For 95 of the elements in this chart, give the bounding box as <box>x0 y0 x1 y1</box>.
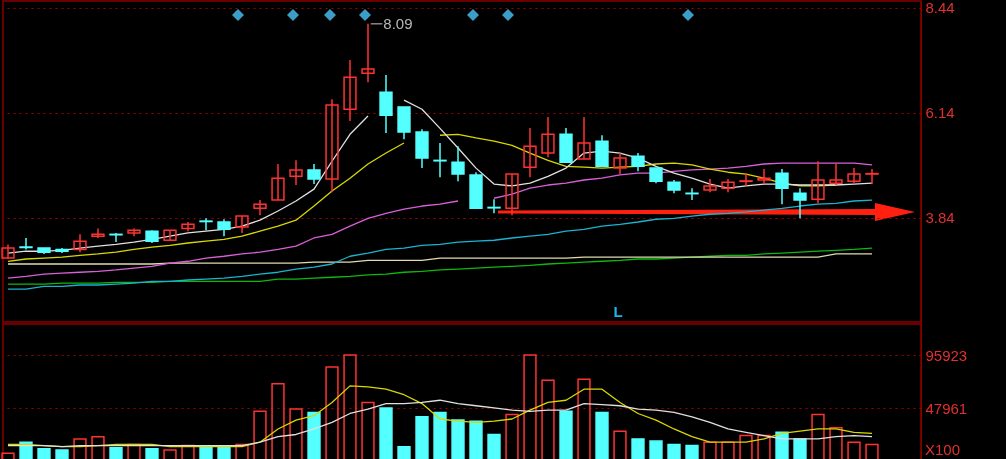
candlestick <box>631 152 645 173</box>
candlestick <box>739 172 753 187</box>
bar <box>1 452 15 459</box>
y-tick-label: 6.14 <box>925 104 955 122</box>
line-series <box>7 199 873 290</box>
candlestick <box>703 178 717 194</box>
bar <box>235 443 249 459</box>
y-tick-label: 47961 <box>925 399 968 417</box>
bar <box>505 413 519 459</box>
bar <box>739 434 753 459</box>
candlestick <box>73 233 87 253</box>
candlestick <box>577 116 591 160</box>
bar <box>451 419 465 459</box>
bar <box>613 430 627 459</box>
candlestick <box>361 23 375 84</box>
y-tick-label: 8.44 <box>925 0 955 17</box>
bar <box>325 366 339 459</box>
bar <box>865 443 879 459</box>
line-series <box>7 385 873 448</box>
candlestick <box>1 243 15 260</box>
line-series <box>7 247 873 285</box>
candlestick <box>289 159 303 186</box>
bar <box>145 448 159 459</box>
bar <box>487 433 501 459</box>
candlestick <box>775 168 789 205</box>
candlestick <box>433 142 447 178</box>
candlestick <box>847 167 861 185</box>
bar <box>667 443 681 459</box>
candlestick <box>541 116 555 158</box>
candlestick <box>793 187 807 220</box>
bar <box>379 407 393 459</box>
bar <box>559 410 573 459</box>
candlestick <box>181 221 195 232</box>
candlestick <box>523 127 537 178</box>
bar <box>415 416 429 459</box>
y-tick-label: 3.84 <box>925 209 955 227</box>
bar <box>37 448 51 459</box>
candlestick <box>19 237 33 251</box>
bar <box>55 449 69 459</box>
bar <box>73 438 87 459</box>
bar <box>685 444 699 459</box>
candlestick <box>685 187 699 201</box>
bar <box>433 411 447 459</box>
candlestick <box>487 198 501 215</box>
candlestick <box>721 178 735 194</box>
bar <box>217 445 231 459</box>
candlestick <box>343 59 357 122</box>
bar <box>811 413 825 459</box>
bar <box>595 411 609 459</box>
bar <box>757 434 771 459</box>
candlestick <box>235 215 249 234</box>
bar <box>109 446 123 459</box>
annotation: 8.09 <box>383 14 413 32</box>
candlestick <box>613 152 627 175</box>
bar <box>289 408 303 459</box>
annotation: L <box>613 303 623 320</box>
candlestick <box>865 168 879 185</box>
bar <box>523 354 537 459</box>
bar <box>829 427 843 459</box>
candlestick <box>199 217 213 231</box>
bar <box>577 378 591 459</box>
line-series <box>7 253 873 265</box>
candlestick <box>307 163 321 185</box>
candlestick <box>505 173 519 216</box>
candlestick <box>271 163 285 201</box>
candlestick <box>451 145 465 183</box>
bar <box>307 411 321 459</box>
bar <box>793 438 807 459</box>
candlestick <box>379 74 393 134</box>
candlestick <box>325 98 339 194</box>
bar <box>469 420 483 459</box>
bar <box>199 445 213 459</box>
y-axis-title: X100 <box>925 441 961 458</box>
candlestick <box>253 199 267 216</box>
bar <box>271 382 285 459</box>
candlestick <box>109 232 123 243</box>
bar <box>631 438 645 459</box>
candlestick <box>91 227 105 239</box>
bar <box>703 441 717 459</box>
bar <box>343 354 357 459</box>
y-tick-label: 95923 <box>925 346 968 364</box>
bar <box>397 445 411 459</box>
bar <box>847 441 861 459</box>
bar <box>649 440 663 459</box>
candlestick <box>757 168 771 185</box>
bar <box>91 435 105 459</box>
bar <box>253 410 267 459</box>
candlestick <box>829 162 843 186</box>
bar <box>163 449 177 459</box>
candlestick <box>811 160 825 205</box>
candlestick <box>163 229 177 242</box>
bar <box>541 379 555 459</box>
line-series <box>7 399 873 448</box>
bar <box>361 401 375 459</box>
bar <box>721 441 735 459</box>
